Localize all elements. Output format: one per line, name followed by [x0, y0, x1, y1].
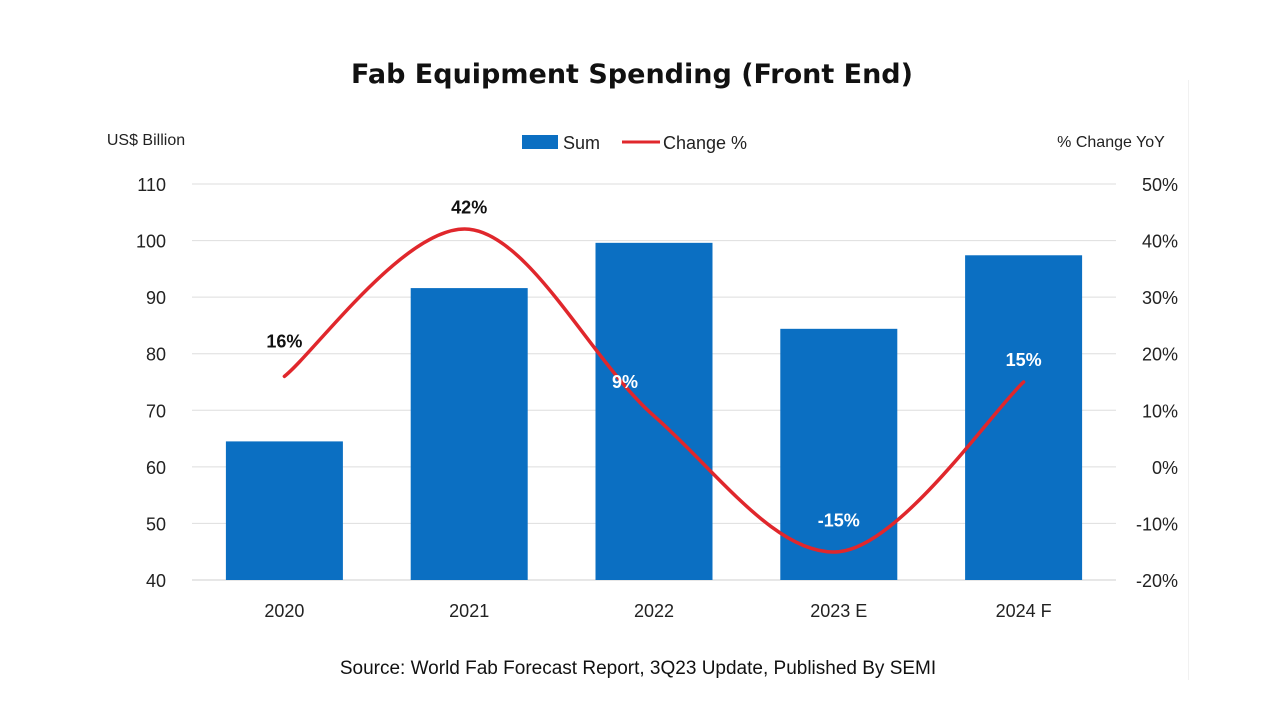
left-tick-label: 40: [146, 571, 166, 591]
left-tick-label: 100: [136, 232, 166, 252]
change-label: -15%: [818, 511, 860, 531]
left-tick-label: 50: [146, 514, 166, 534]
bar-2020: [225, 441, 343, 580]
category-label: 2022: [634, 601, 674, 621]
left-tick-label: 110: [137, 175, 166, 195]
right-tick-label: 30%: [1142, 288, 1178, 308]
bar-2022: [595, 242, 713, 580]
source-note: Source: World Fab Forecast Report, 3Q23 …: [340, 658, 936, 679]
change-line: [282, 227, 1026, 554]
change-label: 42%: [451, 197, 487, 217]
bar-2024-f: [965, 255, 1083, 580]
change-label: 15%: [1006, 350, 1042, 370]
right-tick-label: 40%: [1142, 232, 1178, 252]
change-label: 16%: [266, 331, 302, 351]
right-tick-label: -20%: [1136, 571, 1178, 591]
edge-divider: [1188, 80, 1189, 680]
left-tick-label: 70: [146, 401, 166, 421]
left-tick-label: 90: [146, 288, 166, 308]
category-label: 2020: [264, 601, 304, 621]
left-tick-label: 80: [146, 345, 166, 365]
legend-label-sum: Sum: [563, 133, 600, 153]
bar-2023-e: [780, 328, 898, 580]
gridlines: [192, 183, 1116, 581]
right-tick-label: 10%: [1142, 401, 1178, 421]
left-axis-ticks: 40 50 60 70 80 90 100 110: [136, 175, 166, 591]
category-label: 2021: [449, 601, 489, 621]
right-tick-label: -10%: [1136, 514, 1178, 534]
left-tick-label: 60: [146, 458, 166, 478]
bar-2021: [410, 288, 528, 580]
legend: Sum Change %: [522, 133, 747, 153]
category-label: 2023 E: [810, 601, 867, 621]
category-labels: 2020 2021 2022 2023 E 2024 F: [264, 601, 1051, 621]
right-tick-label: 0%: [1152, 458, 1178, 478]
legend-swatch-sum: [522, 135, 558, 149]
right-tick-label: 20%: [1142, 345, 1178, 365]
left-axis-title: US$ Billion: [107, 132, 185, 149]
right-axis-ticks: -20% -10% 0% 10% 20% 30% 40% 50%: [1136, 175, 1178, 591]
right-tick-label: 50%: [1142, 175, 1178, 195]
change-line-path: [282, 227, 1026, 554]
change-label: 9%: [612, 372, 638, 392]
chart-title: Fab Equipment Spending (Front End): [351, 59, 913, 90]
bars: [225, 242, 1083, 580]
legend-label-change: Change %: [663, 133, 747, 153]
right-axis-title: % Change YoY: [1057, 134, 1165, 151]
change-data-labels: 16% 42% 9% -15% 15%: [266, 197, 1041, 530]
category-label: 2024 F: [996, 601, 1052, 621]
